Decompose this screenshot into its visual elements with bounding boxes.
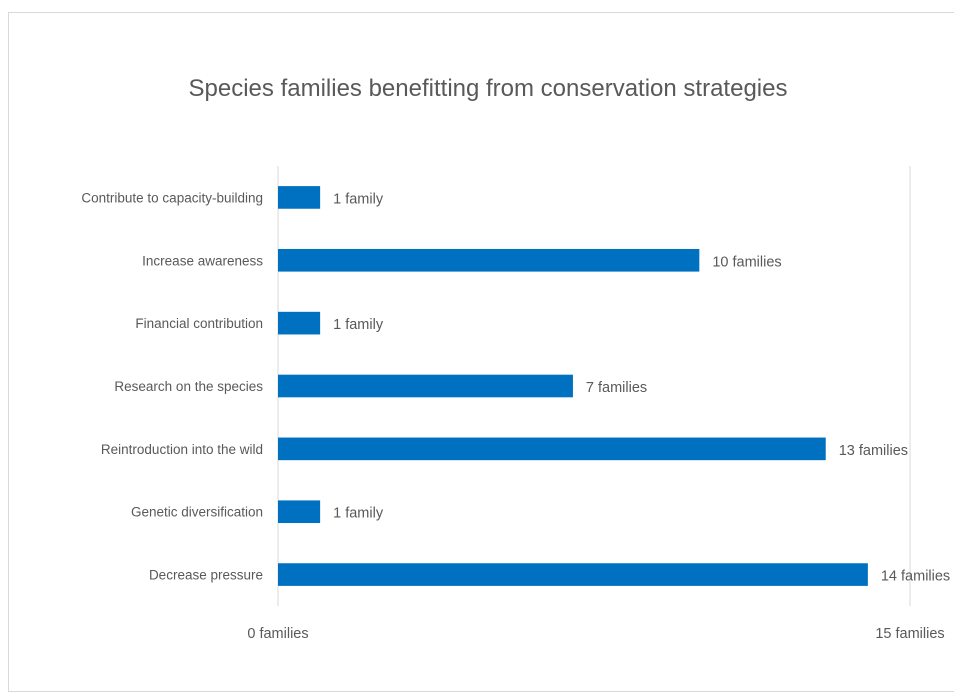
data-labels: 1 family 10 families 1 family 7 families 13 … (333, 191, 950, 584)
data-label: 1 family (333, 317, 384, 333)
bar (278, 500, 321, 524)
x-tick-labels: 0 families 15 families (247, 626, 944, 642)
data-label: 7 families (586, 380, 647, 396)
bar (278, 248, 700, 272)
data-label: 1 family (333, 506, 384, 522)
bar-chart: Species families benefitting from conser… (81, 75, 950, 642)
data-label: 14 families (881, 569, 950, 585)
category-label: Reintroduction into the wild (101, 442, 263, 457)
category-label: Research on the species (114, 379, 263, 394)
category-label: Contribute to capacity-building (81, 190, 263, 205)
x-tick-label: 15 families (875, 626, 944, 642)
chart-title: Species families benefitting from conser… (189, 75, 788, 102)
category-label: Genetic diversification (131, 505, 263, 520)
category-label: Financial contribution (135, 316, 263, 331)
bar (278, 374, 573, 398)
data-label: 1 family (333, 191, 384, 207)
bar (278, 563, 868, 586)
category-label: Decrease pressure (149, 568, 263, 583)
bars (278, 186, 868, 586)
x-tick-label: 0 families (247, 626, 308, 642)
bar (278, 311, 321, 335)
data-label: 10 families (712, 254, 781, 270)
category-label: Increase awareness (142, 253, 263, 268)
bar (278, 437, 826, 461)
data-label: 13 families (839, 443, 908, 459)
bar (278, 186, 321, 209)
category-labels: Contribute to capacity-building Increase … (81, 190, 263, 582)
